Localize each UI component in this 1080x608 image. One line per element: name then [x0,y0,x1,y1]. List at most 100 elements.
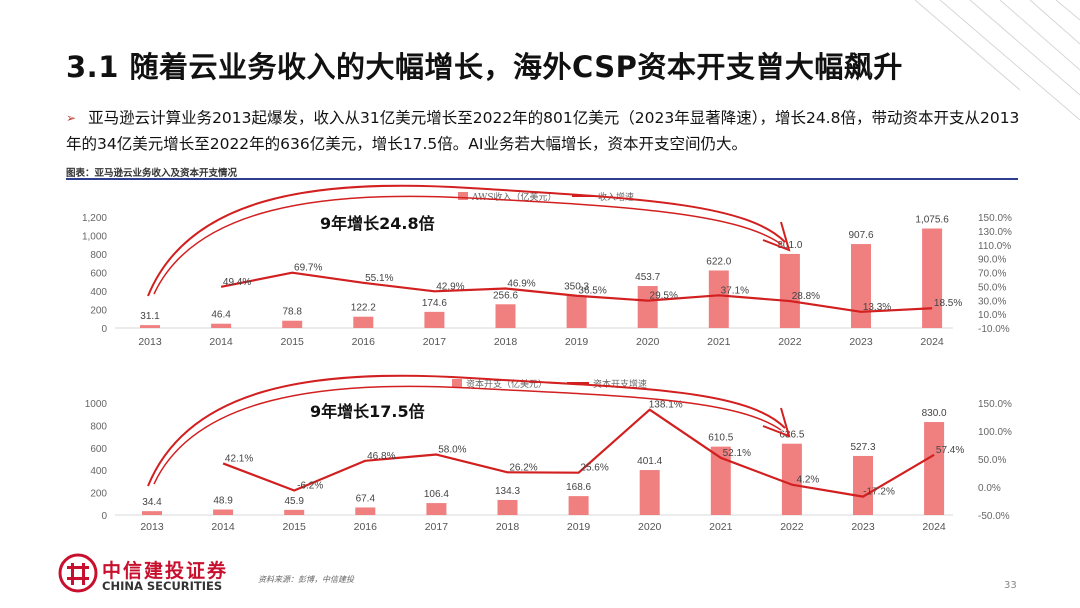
x-tick-label: 2014 [209,336,233,348]
line-data-label: 55.1% [365,273,393,284]
line-data-label: 58.0% [438,445,466,456]
x-tick-label: 2015 [281,336,305,348]
bar-data-label: 78.8 [282,307,302,318]
x-tick-label: 2020 [636,336,660,348]
bar [140,325,160,328]
bar-data-label: 801.0 [777,240,802,251]
line-data-label: 37.1% [721,285,749,296]
bar [637,286,658,328]
y-left-tick-label: 1000 [85,399,108,410]
logo-chinese-name: 中信建投证券 [102,560,229,582]
bar [213,509,234,515]
line-data-label: 69.7% [294,263,322,274]
x-tick-label: 2013 [140,521,164,533]
x-tick-label: 2022 [780,521,804,533]
line-data-label: 29.5% [650,291,678,302]
x-tick-label: 2022 [778,336,802,348]
bar [284,509,305,515]
figure-label: 图表：亚马逊云业务收入及资本开支情况 [66,168,238,179]
y-right-tick-label: 30.0% [978,296,1006,307]
bar [142,511,162,515]
y-left-tick-label: 400 [90,287,107,298]
y-left-tick-label: 1,200 [82,213,107,224]
bar [282,320,303,328]
legend-bar-label: AWS收入（亿美元） [471,191,557,203]
bar-data-label: 1,075.6 [915,215,949,226]
bullet-point: ➢ 亚马逊云计算业务2013起爆发，收入从31亿美元增长至2022年的801亿美元… [66,106,1026,157]
logo-english-name: CHINA SECURITIES [102,579,223,593]
x-tick-label: 2016 [352,336,376,348]
y-left-tick-label: 600 [90,444,107,455]
y-right-tick-label: 150.0% [978,399,1012,410]
line-data-label: -6.2% [297,480,323,491]
bar [211,323,232,328]
y-left-tick-label: 0 [101,511,107,522]
bar-data-label: 636.5 [779,430,804,441]
bar-data-label: 401.4 [637,456,662,467]
y-right-tick-label: -50.0% [978,511,1010,522]
bar-data-label: 622.0 [706,256,731,267]
bar [426,503,447,515]
line-data-label: 28.8% [792,291,820,302]
x-tick-label: 2013 [138,336,162,348]
x-tick-label: 2017 [423,336,447,348]
line-data-label: 13.3% [863,302,891,313]
bar-data-label: 134.3 [495,486,520,497]
x-tick-label: 2024 [922,521,946,533]
y-left-tick-label: 200 [90,306,107,317]
bar-data-label: 46.4 [211,310,231,321]
line-data-label: 57.4% [936,445,964,456]
arrow-bullet-icon: ➢ [66,111,77,125]
bar-data-label: 34.4 [142,497,162,508]
y-left-tick-label: 200 [90,489,107,500]
bar-data-label: 67.4 [356,493,376,504]
x-tick-label: 2021 [707,336,731,348]
y-left-tick-label: 400 [90,466,107,477]
x-tick-label: 2018 [494,336,518,348]
y-left-tick-label: 800 [90,250,107,261]
bar-data-label: 907.6 [848,230,873,241]
x-tick-label: 2014 [211,521,235,533]
growth-arc-arrow [147,374,786,487]
growth-line [222,408,935,498]
x-tick-label: 2023 [849,336,873,348]
y-left-tick-label: 0 [101,324,107,335]
arrowhead-icon [762,221,791,252]
y-right-tick-label: 130.0% [978,227,1012,238]
y-left-tick-label: 1,000 [82,232,107,243]
bar [779,253,800,328]
bar-data-label: 106.4 [424,489,449,500]
bar-data-label: 168.6 [566,482,591,493]
bar-data-label: 48.9 [213,496,233,507]
bar [710,446,731,515]
x-tick-label: 2018 [496,521,520,533]
y-right-tick-label: 100.0% [978,427,1012,438]
arrowhead-icon [762,407,791,438]
bar [639,470,660,515]
bar [568,496,589,515]
line-data-label: 52.1% [723,448,751,459]
slide-title: 3.1 随着云业务收入的大幅增长，海外CSP资本开支曾大幅飙升 [66,50,903,84]
x-tick-label: 2019 [567,521,591,533]
line-data-label: 36.5% [578,286,606,297]
x-tick-label: 2015 [283,521,307,533]
line-data-label: -17.2% [863,487,895,498]
y-right-tick-label: 110.0% [978,241,1011,252]
bar-data-label: 610.5 [708,433,733,444]
growth-annotation: 9年增长24.8倍 [320,214,435,233]
bullet-text: 亚马逊云计算业务2013起爆发，收入从31亿美元增长至2022年的801亿美元（… [66,109,1020,153]
growth-annotation: 9年增长17.5倍 [310,402,425,421]
y-right-tick-label: -10.0% [978,324,1010,335]
page-number: 33 [1004,580,1017,591]
bar [355,507,376,515]
china-securities-logo-icon [58,553,98,593]
bar [353,316,374,328]
bar-data-label: 256.6 [493,290,518,301]
line-data-label: 4.2% [797,475,820,486]
bar [497,499,518,515]
y-right-tick-label: 70.0% [978,269,1006,280]
x-tick-label: 2023 [851,521,875,533]
line-data-label: 42.1% [225,453,253,464]
bar [495,304,516,328]
bar-data-label: 122.2 [351,303,376,314]
